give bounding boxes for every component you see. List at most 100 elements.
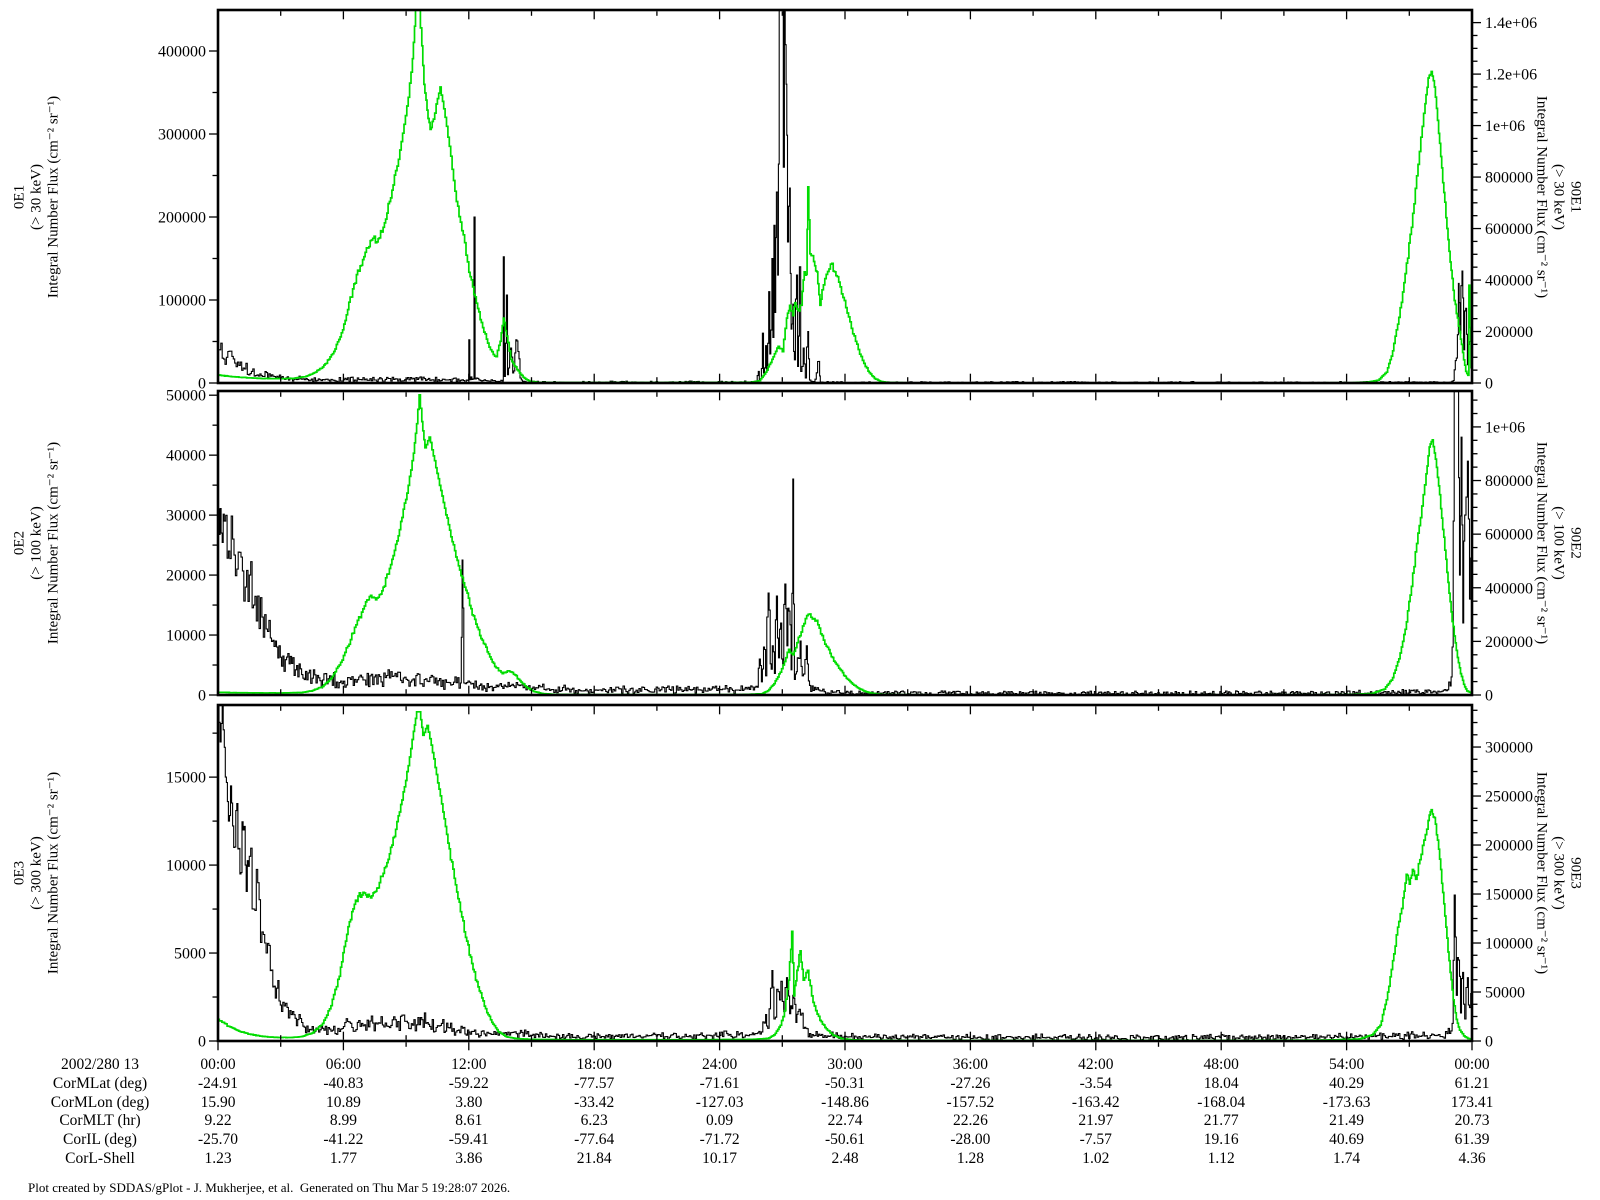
axis-title-line: Integral Number Flux (cm⁻² sr⁻¹) <box>45 441 62 645</box>
axis-title-line: 90E3 <box>1567 857 1584 889</box>
ephemeris-value: -148.86 <box>821 1094 869 1111</box>
x-axis-tick-label: 30:00 <box>827 1056 863 1073</box>
ephemeris-value: -7.57 <box>1079 1131 1112 1148</box>
ephemeris-value: 22.26 <box>952 1112 988 1129</box>
right-axis-tick-label: 0 <box>1485 376 1493 393</box>
ephemeris-value: -27.26 <box>950 1075 991 1092</box>
left-axis-tick-label: 40000 <box>166 448 206 465</box>
right-axis-tick-label: 50000 <box>1485 985 1525 1002</box>
ephemeris-value: 1.74 <box>1333 1150 1361 1167</box>
ephemeris-row-label: CorMLT (hr) <box>59 1112 141 1129</box>
ephemeris-value: 1.02 <box>1082 1150 1110 1167</box>
right-axis-tick-label: 100000 <box>1485 936 1533 953</box>
right-axis-tick-label: 150000 <box>1485 887 1533 904</box>
axis-title-line: Integral Number Flux (cm⁻² sr⁻¹) <box>1533 441 1550 645</box>
panel-E3: 0500010000150000500001000001500002000002… <box>166 703 1533 1051</box>
ephemeris-value: -71.61 <box>699 1075 740 1092</box>
ephemeris-value: -127.03 <box>695 1094 744 1111</box>
ephemeris-date-label: 2002/280 13 <box>61 1056 139 1073</box>
right-axis-tick-label: 200000 <box>1485 634 1533 651</box>
right-axis-tick-label: 200000 <box>1485 324 1533 341</box>
left-axis-tick-label: 15000 <box>166 770 206 787</box>
ephemeris-value: 10.17 <box>702 1150 738 1167</box>
panel-E1-left-axis-title: 0E1 (> 30 keV) Integral Number Flux (cm⁻² … <box>12 10 63 383</box>
x-axis-tick-label: 48:00 <box>1203 1056 1239 1073</box>
axis-title-line: 90E2 <box>1567 527 1584 559</box>
ephemeris-value: 21.97 <box>1078 1112 1114 1129</box>
right-axis-tick-label: 200000 <box>1485 838 1533 855</box>
ephemeris-value: -24.91 <box>197 1075 239 1092</box>
panel-E2: 0 10000 20000 30000 40000 50000 0 200000 400000 6… <box>166 388 1533 705</box>
x-axis-tick-label: 18:00 <box>576 1056 612 1073</box>
ephemeris-value: -157.52 <box>946 1094 995 1111</box>
left-axis-tick-label: 100000 <box>158 293 206 310</box>
ephemeris-row-label: CorIL (deg) <box>63 1131 137 1148</box>
ephemeris-value: 0.09 <box>706 1112 734 1129</box>
axis-title-line: 0E3 <box>11 860 28 886</box>
series-90E1-trace <box>219 11 1471 382</box>
x-axis-tick-label: 06:00 <box>325 1056 362 1073</box>
ephemeris-value: -59.22 <box>448 1075 489 1092</box>
ephemeris-value: -33.42 <box>574 1094 615 1111</box>
series-90E2-trace <box>219 393 1471 694</box>
right-axis-tick-label: 400000 <box>1485 580 1533 597</box>
left-axis-tick-label: 400000 <box>158 44 206 61</box>
ephemeris-value: 19.16 <box>1203 1131 1239 1148</box>
ephemeris-value: 1.12 <box>1207 1150 1235 1167</box>
left-axis-tick-label: 0 <box>198 688 206 705</box>
footer-credit: Plot created by SDDAS/gPlot - J. Mukherj… <box>28 1180 511 1195</box>
ephemeris-value: 21.84 <box>576 1150 612 1167</box>
panel-E1-right-axis-title: 90E1 (> 30 keV) Integral Number Flux (cm⁻²… <box>1533 10 1584 383</box>
ephemeris-value: 40.69 <box>1329 1131 1365 1148</box>
axis-title-line: (> 30 keV) <box>1550 163 1567 230</box>
series-0E1-trace <box>219 11 1471 382</box>
ephemeris-value: -40.83 <box>323 1075 364 1092</box>
left-axis-tick-label: 300000 <box>158 127 206 144</box>
right-axis-tick-label: 1.2e+06 <box>1485 67 1537 84</box>
ephemeris-value: 3.80 <box>455 1094 483 1111</box>
axis-title-line: Integral Number Flux (cm⁻² sr⁻¹) <box>45 771 62 975</box>
ephemeris-value: -28.00 <box>950 1131 991 1148</box>
ephemeris-value: -50.61 <box>824 1131 866 1148</box>
ephemeris-value: 2.48 <box>831 1150 859 1167</box>
series-0E3-trace <box>219 706 1471 1040</box>
left-axis-tick-label: 5000 <box>174 946 206 963</box>
ephemeris-value: 10.89 <box>325 1094 361 1111</box>
left-axis-tick-label: 10000 <box>166 628 206 645</box>
ephemeris-value: 61.21 <box>1454 1075 1490 1092</box>
left-axis-tick-label: 20000 <box>166 568 206 585</box>
panel-border <box>216 389 1474 697</box>
left-axis-tick-label: 10000 <box>166 858 206 875</box>
axis-title-line: (> 30 keV) <box>28 163 45 230</box>
ephemeris-value: 4.36 <box>1458 1150 1486 1167</box>
ephemeris-value: 8.61 <box>455 1112 483 1129</box>
right-axis-tick-label: 0 <box>1485 1034 1493 1051</box>
x-axis-tick-label: 54:00 <box>1328 1056 1365 1073</box>
ephemeris-value: 8.99 <box>329 1112 357 1129</box>
ephemeris-value: 1.23 <box>204 1150 232 1167</box>
panel-E1: 0 100000 200000 300000 400000 0 200000 400000 60… <box>158 8 1537 393</box>
ephemeris-value: 6.23 <box>580 1112 608 1129</box>
right-axis-tick-label: 400000 <box>1485 273 1533 290</box>
ephemeris-value: 1.28 <box>956 1150 984 1167</box>
right-axis-tick-label: 1e+06 <box>1485 118 1525 135</box>
axis-title-line: (> 100 keV) <box>28 506 45 580</box>
ephemeris-value: -71.72 <box>699 1131 740 1148</box>
left-axis-tick-label: 0 <box>198 376 206 393</box>
left-axis-tick-label: 30000 <box>166 508 206 525</box>
ephemeris-value: -77.57 <box>574 1075 615 1092</box>
ephemeris-value: -77.64 <box>574 1131 615 1148</box>
ephemeris-value: 40.29 <box>1329 1075 1365 1092</box>
axis-title-line: (> 100 keV) <box>1550 506 1567 580</box>
right-axis-tick-label: 800000 <box>1485 473 1533 490</box>
ephemeris-value: 15.90 <box>200 1094 236 1111</box>
panel-border <box>216 703 1474 1043</box>
right-axis-tick-label: 1e+06 <box>1485 419 1525 436</box>
panel-E3-left-axis-title: 0E3 (> 300 keV) Integral Number Flux (cm⁻²… <box>12 705 63 1041</box>
axis-title-line: 0E2 <box>11 530 28 556</box>
ephemeris-row-label: CorMLon (deg) <box>50 1094 150 1111</box>
ephemeris-value: 22.74 <box>827 1112 863 1129</box>
ephemeris-value: 61.39 <box>1454 1131 1490 1148</box>
right-axis-tick-label: 1.4e+06 <box>1485 15 1537 32</box>
axis-title-line: Integral Number Flux (cm⁻² sr⁻¹) <box>1533 771 1550 975</box>
